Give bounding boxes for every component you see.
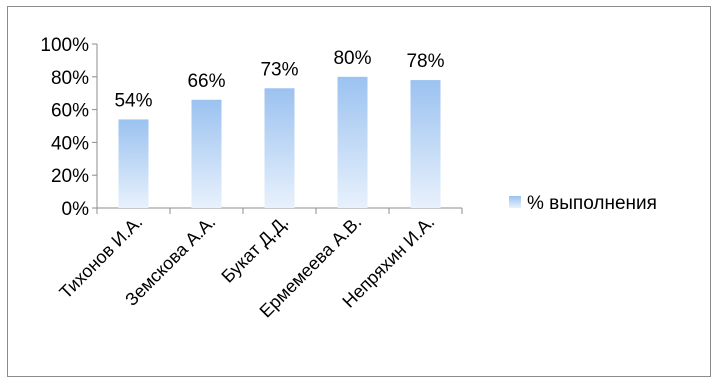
legend-label: % выполнения	[527, 193, 657, 214]
y-tick-label: 40%	[51, 133, 89, 154]
y-tick-label: 80%	[51, 68, 89, 89]
bar	[337, 76, 368, 208]
bar	[118, 119, 149, 208]
bar	[410, 80, 441, 208]
data-label: 66%	[187, 71, 225, 92]
y-tick-label: 20%	[51, 166, 89, 187]
axes: 0% 20% 40% 60% 80% 100%	[40, 35, 463, 220]
data-label: 54%	[114, 90, 152, 111]
bars-group	[118, 76, 441, 208]
x-category-label: Букат Д.Д.	[217, 212, 292, 287]
data-label: 73%	[260, 59, 298, 80]
legend-swatch	[509, 196, 521, 208]
y-tick-label: 0%	[62, 199, 90, 220]
data-label: 80%	[333, 48, 371, 69]
labels-group: 54%Тихонов И.А.66%Земскова А.А.73%Букат …	[55, 48, 444, 322]
y-tick-label: 100%	[40, 35, 89, 56]
legend: % выполнения	[509, 193, 657, 214]
y-tick-label: 60%	[51, 101, 89, 122]
data-label: 78%	[406, 51, 444, 72]
bar	[191, 99, 222, 208]
bar	[264, 88, 295, 208]
